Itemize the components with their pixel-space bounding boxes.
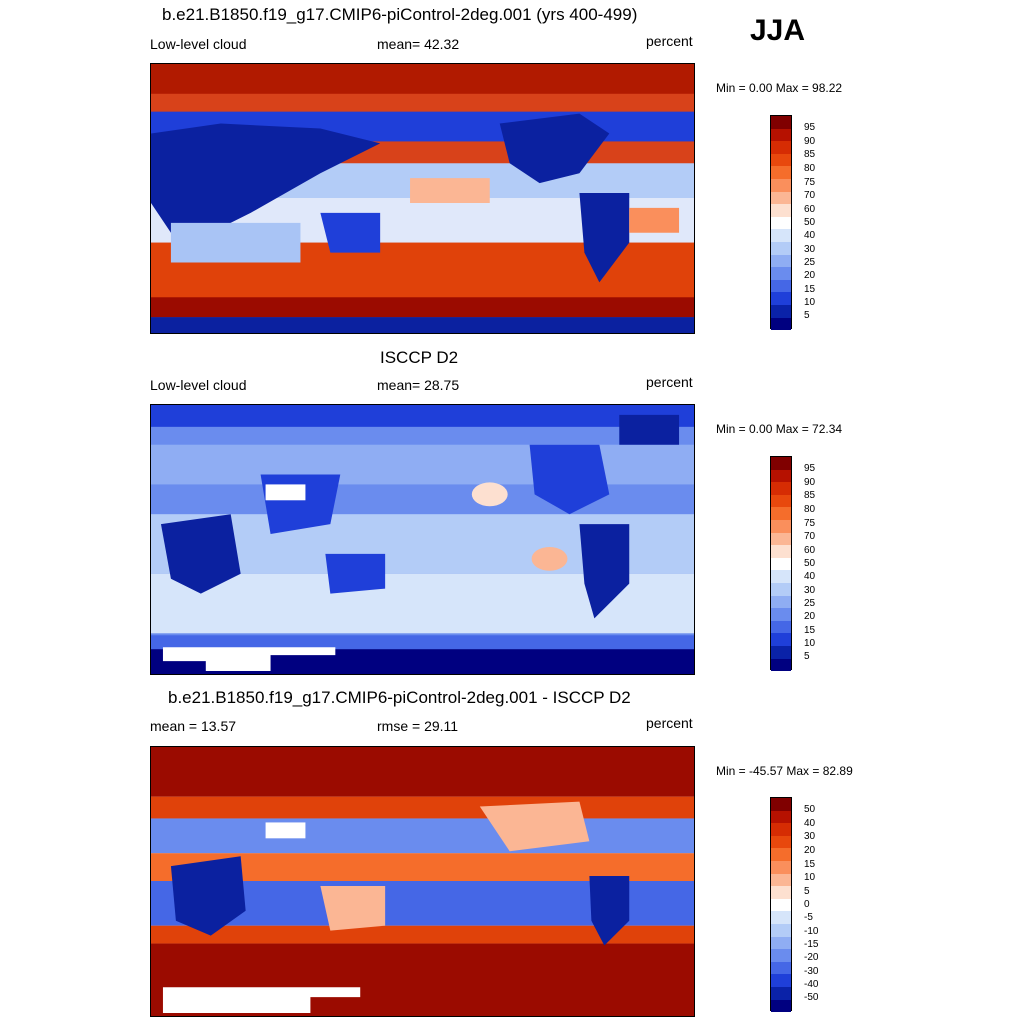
panel1-cbar-label: 10: [804, 297, 816, 308]
pacific-stratus-north: [471, 482, 508, 507]
panel1-cbar-label: 95: [804, 122, 816, 133]
panel3-cbar-label: 5: [804, 886, 810, 897]
panel2-cbar-label: 80: [804, 504, 816, 515]
north-america-low-cloud: [499, 113, 610, 184]
south-america-low-cloud: [579, 193, 630, 283]
indian-ocean-tropical: [170, 222, 301, 263]
panel1-cbar-label: 5: [804, 310, 810, 321]
panel2-colorbar: [770, 456, 792, 672]
panel1-cbar-label: 60: [804, 204, 816, 215]
arctic-cloud-band: [151, 64, 694, 94]
antarctic-missing-data: [162, 647, 336, 672]
panel3-cbar-label: -30: [804, 966, 819, 977]
antarctic-missing-data: [162, 987, 361, 1014]
panel2-cbar-label: 10: [804, 638, 816, 649]
south-midlat-difference: [151, 925, 694, 944]
north-midlat-difference: [151, 796, 694, 819]
panel2-cbar-label: 5: [804, 651, 810, 662]
panel3-cbar-label: -50: [804, 992, 819, 1003]
arctic-difference-band: [151, 747, 694, 797]
africa-low-cloud: [160, 514, 241, 594]
panel1-cbar-label: 80: [804, 163, 816, 174]
arctic-band: [151, 405, 694, 427]
panel2-cbar-label: 40: [804, 571, 816, 582]
tibet-missing-data: [265, 822, 306, 839]
season-label: JJA: [750, 14, 806, 47]
panel2-minmax: Min = 0.00 Max = 72.34: [716, 422, 843, 436]
panel3-cbar-label: 10: [804, 872, 816, 883]
panel2-cbar-label: 95: [804, 463, 816, 474]
panel2-cbar-label: 25: [804, 598, 816, 609]
panel2-cbar-label: 20: [804, 611, 816, 622]
panel2-units-label: percent: [646, 374, 693, 390]
panel1-cbar-label: 15: [804, 284, 816, 295]
panel1-cbar-label: 30: [804, 244, 816, 255]
panel3-cbar-label: -15: [804, 939, 819, 950]
panel1-cbar-label: 85: [804, 149, 816, 160]
africa-difference: [170, 856, 246, 936]
panel1-cbar-label: 40: [804, 230, 816, 241]
panel3-mean-label: mean = 13.57: [150, 718, 237, 734]
panel3-units-label: percent: [646, 715, 693, 731]
panel2-cbar-label: 70: [804, 531, 816, 542]
panel1-cbar-label: 25: [804, 257, 816, 268]
africa-eurasia-low-cloud: [151, 123, 381, 233]
pacific-stratocumulus: [410, 178, 490, 203]
panel2-cbar-label: 30: [804, 585, 816, 596]
panel1-units-label: percent: [646, 33, 693, 49]
north-pacific-difference: [479, 801, 590, 852]
australia-low-cloud: [325, 553, 386, 594]
panel3-cbar-label: 40: [804, 818, 816, 829]
panel3-minmax: Min = -45.57 Max = 82.89: [716, 764, 853, 778]
panel3-cbar-label: -40: [804, 979, 819, 990]
panel3-cbar-label: 50: [804, 804, 816, 815]
panel1-map: [150, 63, 695, 334]
atlantic-stratocumulus: [629, 207, 680, 233]
panel1-cbar-label: 90: [804, 136, 816, 147]
panel1-cbar-label: 50: [804, 217, 816, 228]
panel2-title: ISCCP D2: [380, 348, 459, 367]
panel1-title: b.e21.B1850.f19_g17.CMIP6-piControl-2deg…: [162, 5, 638, 24]
panel3-title: b.e21.B1850.f19_g17.CMIP6-piControl-2deg…: [168, 688, 631, 707]
panel2-left-label: Low-level cloud: [150, 377, 247, 393]
australia-low-cloud: [320, 212, 381, 253]
north-midlat-band: [151, 444, 694, 485]
panel2-cbar-label: 90: [804, 477, 816, 488]
pacific-stratus-south: [531, 546, 568, 571]
south-america-difference: [589, 876, 630, 946]
panel1-mean-label: mean= 42.32: [377, 36, 460, 52]
greenland-low-cloud: [619, 414, 680, 445]
panel3-cbar-label: 15: [804, 859, 816, 870]
panel2-cbar-label: 50: [804, 558, 816, 569]
panel2-cbar-label: 85: [804, 490, 816, 501]
panel3-cbar-label: 20: [804, 845, 816, 856]
north-subtropic-difference: [151, 818, 694, 854]
panel2-mean-label: mean= 28.75: [377, 377, 460, 393]
panel3-cbar-label: -10: [804, 926, 819, 937]
australia-difference: [320, 885, 386, 931]
north-america-low-cloud: [529, 444, 610, 515]
panel1-cbar-label: 20: [804, 270, 816, 281]
panel3-cbar-label: 0: [804, 899, 810, 910]
panel3-map: [150, 746, 695, 1017]
panel3-cbar-label: -20: [804, 952, 819, 963]
tibet-missing-data: [265, 484, 306, 501]
south-america-low-cloud: [579, 524, 630, 619]
panel1-colorbar: [770, 115, 792, 331]
panel2-cbar-label: 15: [804, 625, 816, 636]
panel1-cbar-label: 70: [804, 190, 816, 201]
panel3-rmse-label: rmse = 29.11: [377, 718, 459, 734]
panel1-cbar-label: 75: [804, 177, 816, 188]
panel2-cbar-label: 60: [804, 545, 816, 556]
panel3-cbar-label: 30: [804, 831, 816, 842]
southern-ocean-band: [151, 635, 694, 650]
panel1-left-label: Low-level cloud: [150, 36, 247, 52]
antarctica-band: [151, 317, 694, 333]
panel3-colorbar: [770, 797, 792, 1013]
panel2-map: [150, 404, 695, 675]
southern-ocean-peak: [151, 297, 694, 318]
panel2-cbar-label: 75: [804, 518, 816, 529]
panel1-minmax: Min = 0.00 Max = 98.22: [716, 81, 843, 95]
panel3-cbar-label: -5: [804, 912, 813, 923]
